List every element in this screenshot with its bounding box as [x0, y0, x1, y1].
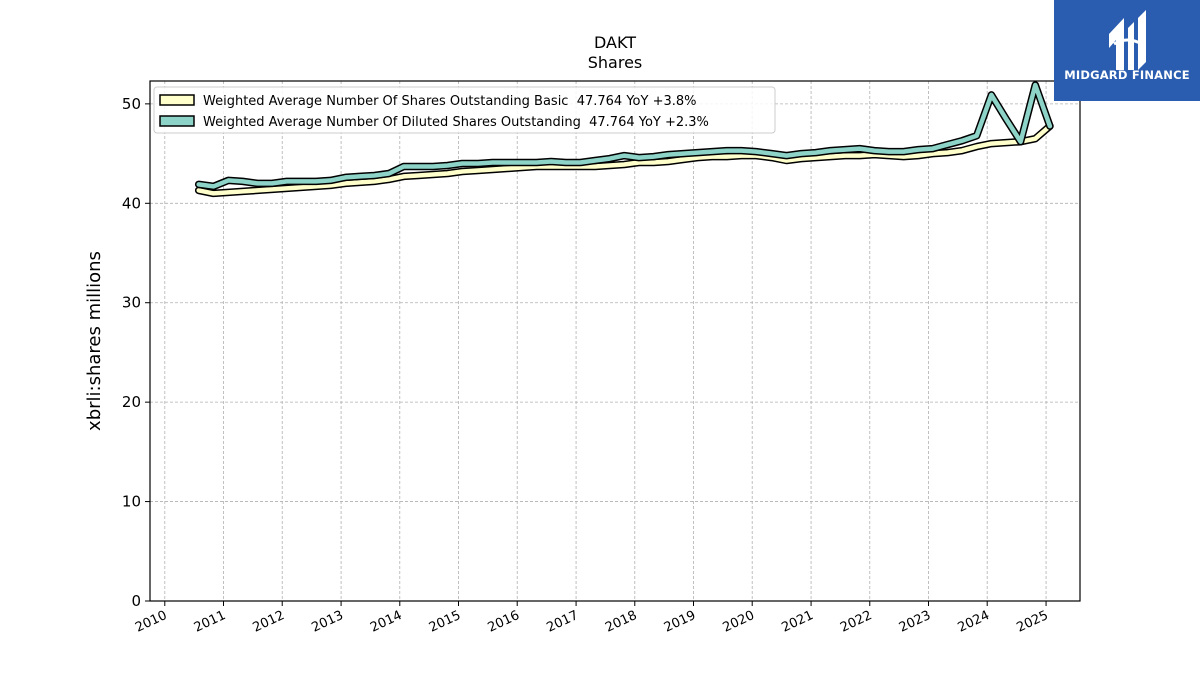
x-tick-label: 2015 — [427, 608, 463, 636]
x-tick-label: 2014 — [368, 608, 404, 636]
series-diluted — [194, 81, 1054, 191]
x-tick-label: 2017 — [544, 608, 580, 636]
series-layer — [194, 81, 1054, 198]
y-tick-label: 10 — [122, 493, 141, 511]
x-tick-label: 2023 — [897, 608, 933, 636]
y-tick-label: 40 — [122, 194, 141, 212]
legend-label-diluted: Weighted Average Number Of Diluted Share… — [203, 115, 709, 130]
x-tick-label: 2013 — [309, 608, 345, 636]
series-basic — [194, 122, 1054, 198]
legend-label-basic: Weighted Average Number Of Shares Outsta… — [203, 94, 697, 109]
legend: Weighted Average Number Of Shares Outsta… — [153, 86, 776, 134]
midgard-logo-icon — [1109, 10, 1146, 70]
series-line — [196, 82, 1053, 189]
y-tick-label: 50 — [122, 95, 141, 113]
x-tick-label: 2021 — [779, 608, 815, 636]
axis-ticks: 2010 2011 2012 2013 2014 2015 2016 2017 2018 2019… — [122, 95, 1051, 636]
x-tick-label: 2020 — [721, 608, 757, 636]
chart-subtitle: Shares — [588, 53, 643, 72]
series-line — [196, 123, 1053, 196]
y-tick-label: 20 — [122, 393, 141, 411]
legend-frame — [153, 86, 776, 134]
y-tick-label: 0 — [131, 592, 141, 610]
x-tick-label: 2010 — [133, 608, 169, 636]
x-tick-label: 2019 — [662, 608, 698, 636]
x-tick-label: 2016 — [486, 608, 522, 636]
x-tick-label: 2018 — [603, 608, 639, 636]
x-tick-label: 2012 — [251, 608, 287, 636]
chart-title: DAKT — [594, 33, 636, 52]
y-axis-label: xbrli:shares millions — [84, 251, 105, 431]
x-tick-label: 2024 — [956, 608, 992, 636]
legend-swatch-diluted — [159, 115, 195, 127]
brand-logo: MIDGARD FINANCE — [1054, 0, 1200, 101]
brand-name: MIDGARD FINANCE — [1064, 68, 1190, 82]
x-tick-label: 2011 — [192, 608, 228, 636]
plot-frame — [149, 80, 1081, 602]
x-tick-label: 2022 — [838, 608, 874, 636]
x-tick-label: 2025 — [1014, 608, 1050, 636]
legend-swatch-basic — [159, 94, 195, 106]
y-tick-label: 30 — [122, 294, 141, 312]
